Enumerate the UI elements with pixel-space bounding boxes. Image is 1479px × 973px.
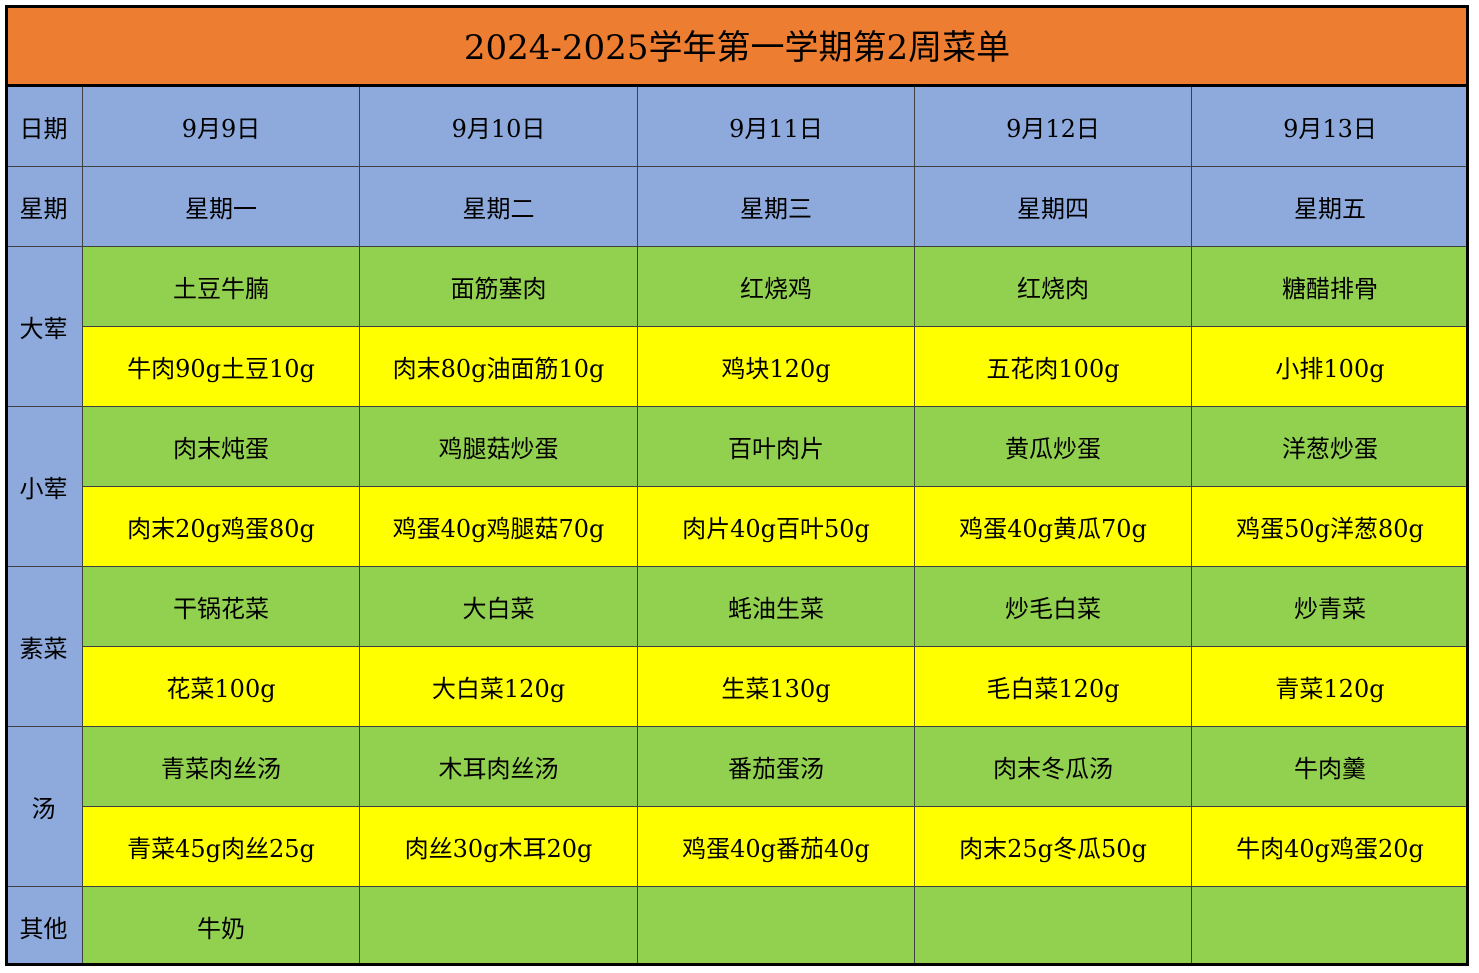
date: 9月9日: [83, 87, 360, 167]
ingredients: 牛肉40g鸡蛋20g: [1192, 807, 1469, 887]
dish: 鸡腿菇炒蛋: [360, 407, 638, 487]
menu-title: 2024-2025学年第一学期第2周菜单: [5, 5, 1469, 87]
ingredients: 肉末80g油面筋10g: [360, 327, 638, 407]
dish: 洋葱炒蛋: [1192, 407, 1469, 487]
weekday: 星期四: [915, 167, 1192, 247]
dish: [638, 887, 915, 966]
section-label: 汤: [5, 727, 83, 887]
section-label: 其他: [5, 887, 83, 966]
date: 9月13日: [1192, 87, 1469, 167]
ingredients: 肉末25g冬瓜50g: [915, 807, 1192, 887]
ingredients: 鸡蛋40g鸡腿菇70g: [360, 487, 638, 567]
dish: [360, 887, 638, 966]
dish: 炒毛白菜: [915, 567, 1192, 647]
ingredients: 青菜120g: [1192, 647, 1469, 727]
dish: 红烧鸡: [638, 247, 915, 327]
section-label: 素菜: [5, 567, 83, 727]
dish: 牛奶: [83, 887, 360, 966]
dish: 土豆牛腩: [83, 247, 360, 327]
ingredients: 鸡块120g: [638, 327, 915, 407]
ingredients: 五花肉100g: [915, 327, 1192, 407]
weekday: 星期二: [360, 167, 638, 247]
ingredients: 小排100g: [1192, 327, 1469, 407]
dish: 肉末冬瓜汤: [915, 727, 1192, 807]
dish: 大白菜: [360, 567, 638, 647]
dish: 番茄蛋汤: [638, 727, 915, 807]
date: 9月11日: [638, 87, 915, 167]
ingredients: 肉片40g百叶50g: [638, 487, 915, 567]
section-label: 大荤: [5, 247, 83, 407]
dish: 面筋塞肉: [360, 247, 638, 327]
dish: 青菜肉丝汤: [83, 727, 360, 807]
dish: 黄瓜炒蛋: [915, 407, 1192, 487]
date: 9月10日: [360, 87, 638, 167]
row-label: 日期: [5, 87, 83, 167]
weekday: 星期三: [638, 167, 915, 247]
weekday: 星期一: [83, 167, 360, 247]
dish: 百叶肉片: [638, 407, 915, 487]
ingredients: 牛肉90g土豆10g: [83, 327, 360, 407]
row-label: 星期: [5, 167, 83, 247]
ingredients: 花菜100g: [83, 647, 360, 727]
ingredients: 肉丝30g木耳20g: [360, 807, 638, 887]
dish: 干锅花菜: [83, 567, 360, 647]
ingredients: 青菜45g肉丝25g: [83, 807, 360, 887]
dish: 肉末炖蛋: [83, 407, 360, 487]
ingredients: 大白菜120g: [360, 647, 638, 727]
dish: 牛肉羹: [1192, 727, 1469, 807]
dish: 糖醋排骨: [1192, 247, 1469, 327]
ingredients: 鸡蛋50g洋葱80g: [1192, 487, 1469, 567]
section-label: 小荤: [5, 407, 83, 567]
ingredients: 鸡蛋40g黄瓜70g: [915, 487, 1192, 567]
dish: 炒青菜: [1192, 567, 1469, 647]
ingredients: 鸡蛋40g番茄40g: [638, 807, 915, 887]
dish: 红烧肉: [915, 247, 1192, 327]
dish: 木耳肉丝汤: [360, 727, 638, 807]
dish: [915, 887, 1192, 966]
weekday: 星期五: [1192, 167, 1469, 247]
ingredients: 生菜130g: [638, 647, 915, 727]
dish: [1192, 887, 1469, 966]
dish: 蚝油生菜: [638, 567, 915, 647]
date: 9月12日: [915, 87, 1192, 167]
ingredients: 肉末20g鸡蛋80g: [83, 487, 360, 567]
ingredients: 毛白菜120g: [915, 647, 1192, 727]
